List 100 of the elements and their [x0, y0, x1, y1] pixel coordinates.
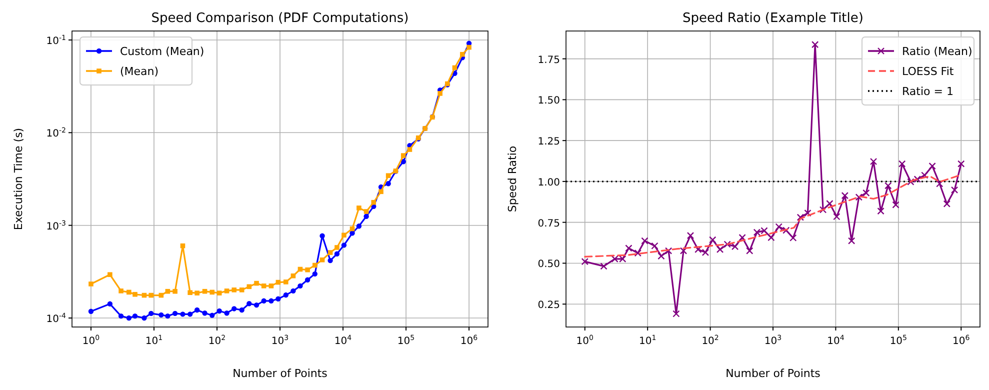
y-tick-label: 10$^{-4}$	[46, 312, 67, 326]
chart-title: Speed Ratio (Example Title)	[682, 11, 864, 26]
point	[239, 307, 244, 313]
point	[232, 288, 237, 292]
point	[356, 224, 362, 229]
x-tick-label: 10$^{3}$	[271, 334, 289, 347]
x-tick-label: 10$^{4}$	[827, 334, 845, 347]
point	[232, 306, 237, 312]
point	[664, 247, 672, 254]
point	[819, 206, 827, 214]
x-tick-label: 10$^{3}$	[764, 334, 782, 347]
chart-title: Speed Comparison (PDF Computations)	[151, 11, 409, 26]
x-tick-label: 10$^{4}$	[334, 334, 352, 347]
point	[386, 173, 391, 178]
point	[268, 284, 274, 288]
point	[188, 290, 192, 296]
point	[958, 160, 965, 168]
legend-label: Ratio (Mean)	[902, 45, 972, 58]
point	[680, 247, 688, 254]
point	[826, 200, 834, 208]
legend-label: (Mean)	[120, 65, 159, 78]
point	[848, 237, 856, 244]
point	[194, 290, 200, 296]
point	[283, 292, 288, 298]
point	[804, 209, 812, 217]
point	[276, 296, 281, 302]
point	[283, 280, 288, 284]
point	[305, 267, 310, 272]
point	[216, 308, 222, 314]
point	[796, 214, 804, 221]
y-tick-label: 1.75	[538, 54, 560, 66]
point	[841, 192, 849, 200]
y-tick-label: 10$^{-1}$	[46, 34, 66, 47]
point	[702, 248, 710, 256]
point	[290, 273, 296, 278]
point	[716, 246, 724, 254]
point	[870, 158, 878, 166]
point	[466, 44, 472, 50]
x-tick-label: 10$^{0}$	[576, 334, 594, 347]
point	[928, 162, 936, 170]
point	[239, 288, 244, 292]
point	[862, 189, 870, 196]
point	[438, 91, 442, 96]
point	[775, 223, 782, 230]
point	[709, 236, 716, 244]
point	[400, 159, 406, 164]
point	[261, 298, 266, 304]
point	[378, 189, 384, 194]
point	[342, 232, 346, 238]
point	[216, 290, 222, 296]
point	[936, 180, 944, 188]
point	[658, 252, 665, 260]
legend-label: Custom (Mean)	[120, 45, 204, 58]
point	[651, 242, 658, 250]
point	[210, 312, 215, 318]
x-tick-label: 10$^{6}$	[460, 334, 478, 347]
point	[950, 186, 958, 194]
point	[180, 312, 186, 317]
point	[268, 298, 274, 304]
x-tick-label: 10$^{6}$	[952, 334, 970, 347]
point	[304, 277, 310, 282]
point	[165, 313, 170, 319]
y-axis-title: Execution Time (s)	[12, 128, 25, 230]
point	[334, 245, 340, 250]
point	[386, 181, 391, 186]
point	[746, 247, 754, 254]
y-tick-label: 1.00	[538, 177, 560, 188]
y-tick-label: 0.50	[538, 259, 560, 270]
point	[790, 234, 797, 242]
point	[224, 310, 230, 316]
point	[210, 290, 215, 295]
point	[694, 246, 702, 254]
point	[194, 307, 200, 313]
point	[341, 242, 347, 248]
x-axis-title: Number of Points	[726, 367, 821, 380]
point	[290, 288, 296, 294]
point	[320, 257, 325, 262]
point	[334, 251, 340, 256]
point	[224, 288, 230, 294]
x-tick-label: 10$^{5}$	[890, 334, 908, 347]
x-tick-label: 10$^{1}$	[638, 334, 656, 347]
x-tick-label: 10$^{0}$	[82, 334, 100, 347]
point	[350, 230, 355, 236]
point	[407, 147, 412, 152]
point	[254, 280, 259, 286]
point	[811, 40, 819, 48]
y-tick-label: 1.50	[538, 96, 560, 107]
point	[782, 226, 790, 234]
point	[187, 312, 193, 317]
y-axis-title: Speed Ratio	[506, 146, 519, 212]
point	[943, 200, 950, 208]
point	[158, 312, 164, 318]
point	[672, 310, 680, 318]
point	[400, 153, 406, 158]
y-tick-label: 0.75	[538, 218, 560, 230]
point	[371, 200, 376, 205]
point	[356, 206, 362, 210]
point	[328, 258, 333, 264]
y-tick-label: 10$^{-2}$	[46, 126, 66, 140]
point	[686, 232, 694, 240]
